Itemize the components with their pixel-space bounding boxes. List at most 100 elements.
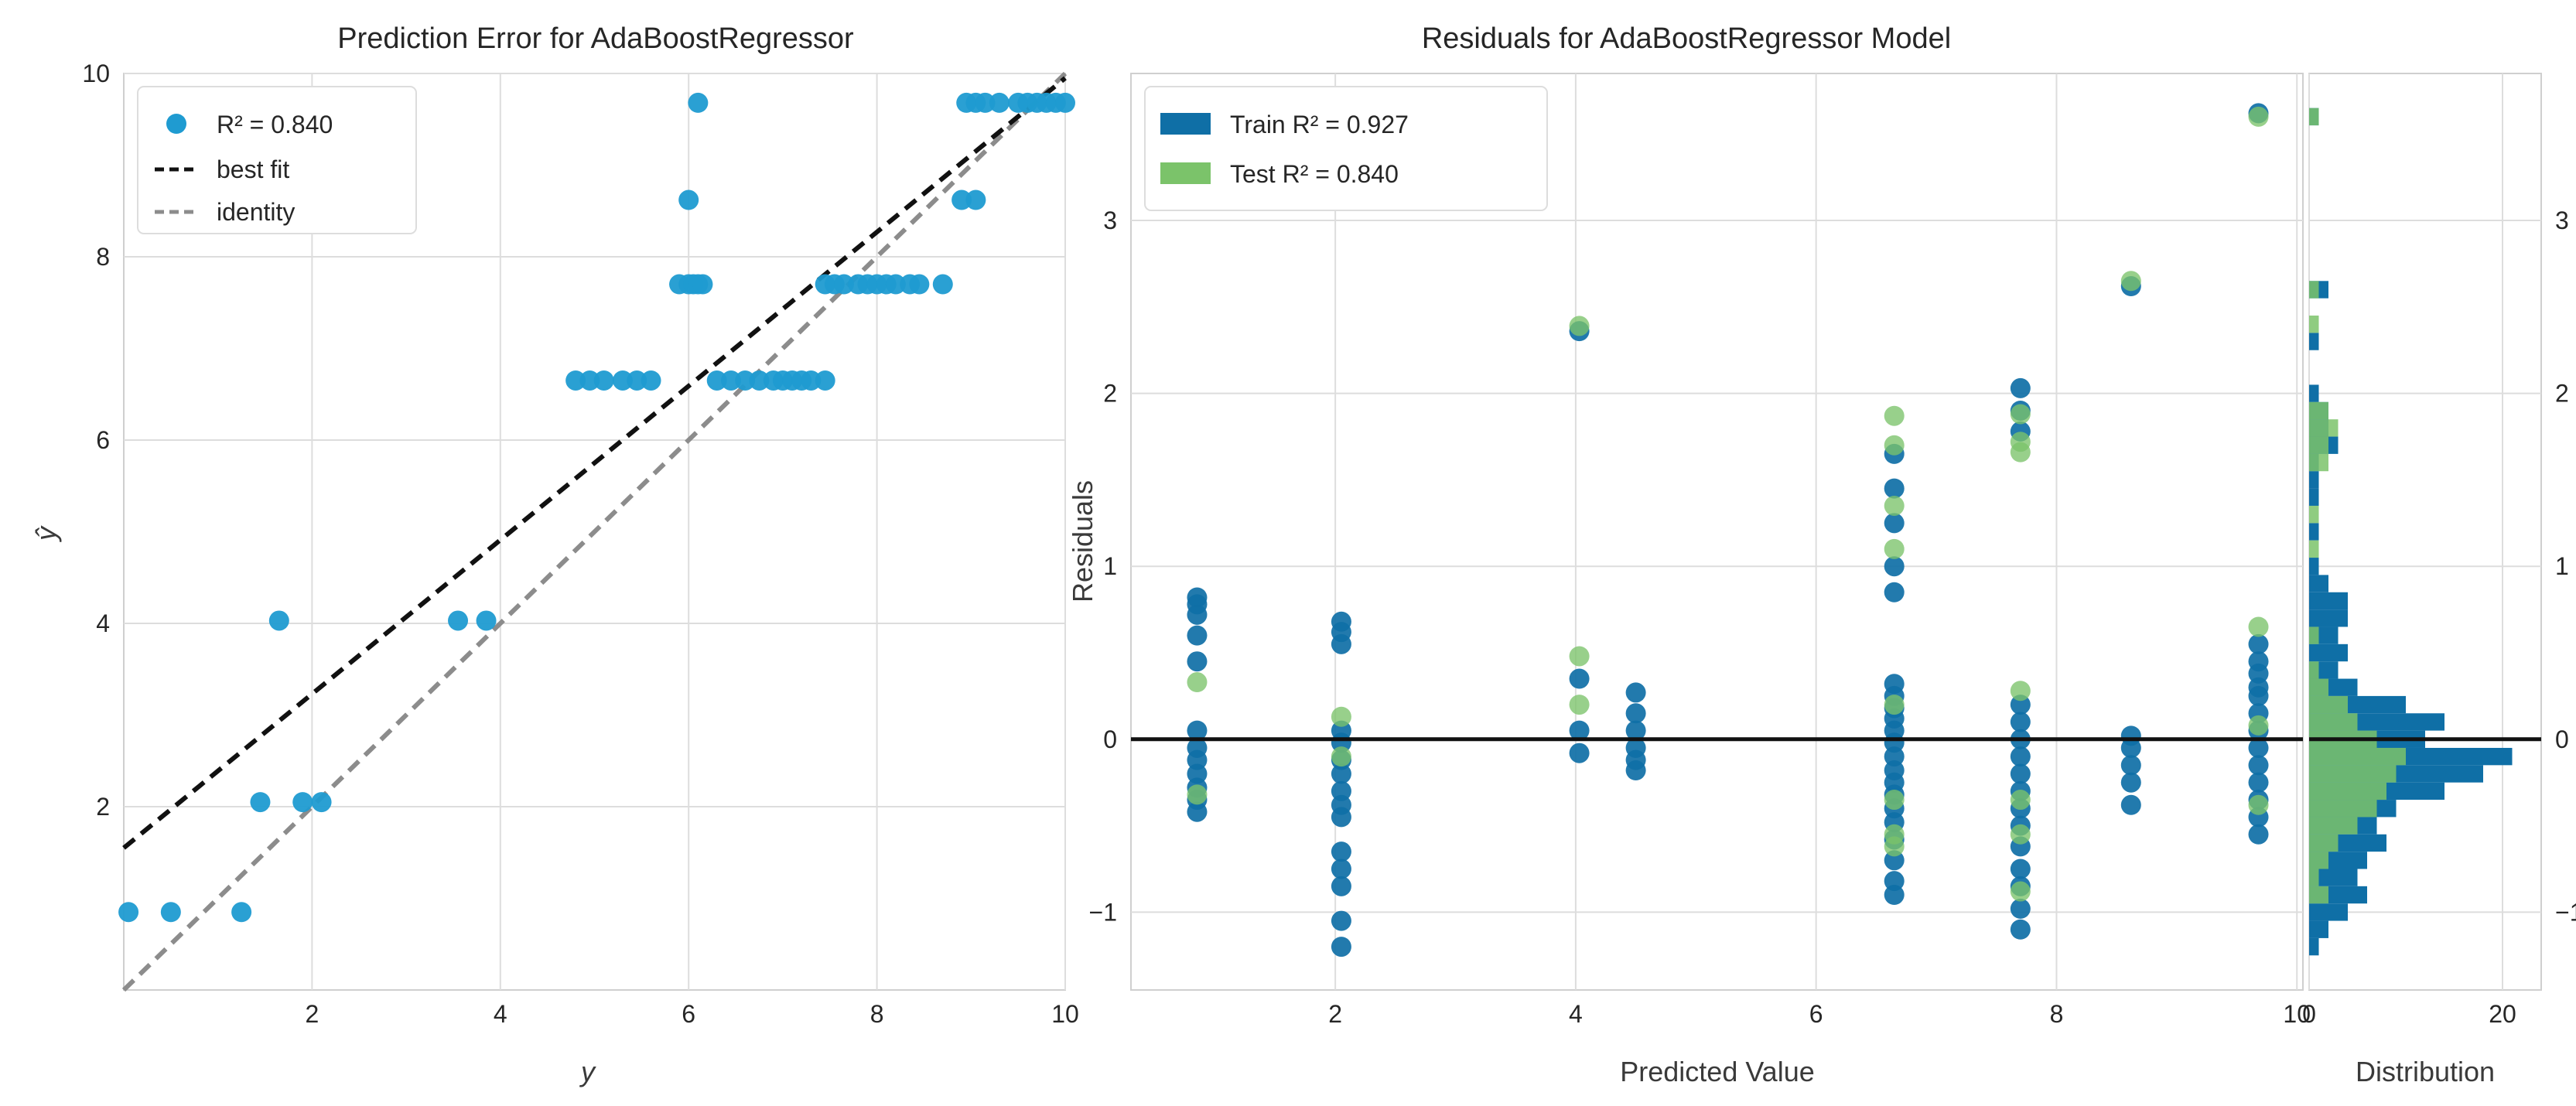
prediction-point	[951, 189, 972, 210]
prediction-point	[613, 370, 634, 391]
prediction-point	[579, 370, 600, 391]
test-histogram-bar	[2309, 540, 2319, 558]
prediction-point	[292, 792, 313, 813]
prediction-point	[688, 92, 709, 113]
test-residual-point	[1884, 435, 1905, 456]
train-residual-point	[1569, 742, 1590, 763]
prediction-points	[118, 92, 1075, 923]
prediction-error-title: Prediction Error for AdaBoostRegressor	[337, 22, 854, 55]
train-residual-point	[2248, 755, 2269, 776]
train-residual-point	[1884, 513, 1905, 534]
prediction-point	[975, 92, 996, 113]
prediction-point	[720, 370, 741, 391]
test-histogram-bar	[2309, 817, 2358, 835]
train-residual-point	[2248, 633, 2269, 654]
prediction-x-tick-label: 10	[1051, 1000, 1079, 1028]
residuals-x-axis-label: Predicted Value	[1620, 1056, 1815, 1087]
distribution-x-tick-label: 20	[2489, 1000, 2516, 1028]
test-residual-point	[1569, 695, 1590, 715]
train-histogram-bar	[2309, 937, 2319, 956]
residuals-y-tick-label: 3	[1103, 207, 1117, 234]
test-residual-point	[1331, 746, 1351, 767]
train-residual-point	[2010, 712, 2031, 732]
test-histogram-bar	[2309, 852, 2328, 869]
test-residual-point	[1884, 695, 1905, 715]
train-histogram-bar	[2309, 643, 2348, 662]
train-residual-point	[2120, 794, 2141, 815]
prediction-point	[565, 370, 586, 391]
residuals-y-axis-label: Residuals	[1067, 480, 1098, 602]
prediction-point	[801, 370, 822, 391]
test-residual-point	[1884, 405, 1905, 426]
distribution-y-ticks: −1 0 1 2 3	[2555, 207, 2576, 926]
residuals-x-tick-label: 2	[1328, 1000, 1342, 1028]
prediction-x-tick-label: 8	[870, 1000, 884, 1028]
residuals-x-tick-label: 6	[1809, 1000, 1823, 1028]
train-residual-point	[1187, 720, 1208, 741]
test-histogram-bar	[2309, 713, 2358, 731]
prediction-point	[678, 189, 699, 210]
prediction-point	[692, 274, 713, 295]
prediction-y-axis-label: ŷ	[30, 525, 62, 543]
test-residual-point	[1884, 790, 1905, 811]
test-residual-point	[2010, 681, 2031, 701]
prediction-point	[706, 370, 727, 391]
train-residual-point	[2248, 824, 2269, 845]
test-residual-point	[1331, 706, 1351, 727]
train-residual-point	[1331, 859, 1351, 879]
train-residual-point	[2010, 746, 2031, 767]
prediction-point	[231, 902, 252, 923]
test-histogram-bar	[2309, 281, 2319, 299]
test-residual-point	[2248, 616, 2269, 637]
train-residual-point	[1187, 625, 1208, 646]
test-residual-point	[1884, 836, 1905, 857]
prediction-point	[627, 370, 647, 391]
train-residual-point	[1884, 885, 1905, 906]
prediction-point	[885, 274, 906, 295]
train-residual-point	[2010, 919, 2031, 940]
train-residual-point	[1187, 749, 1208, 770]
distribution-y-tick-label: 2	[2555, 380, 2569, 408]
test-histogram-bar	[2309, 800, 2377, 818]
residuals-title: Residuals for AdaBoostRegressor Model	[1422, 22, 1951, 55]
prediction-point	[311, 792, 332, 813]
prediction-point	[160, 902, 181, 923]
residuals-points	[1187, 103, 2269, 958]
test-histogram-bar	[2309, 453, 2328, 472]
train-residual-point	[2010, 898, 2031, 919]
distribution-y-tick-label: −1	[2555, 898, 2576, 926]
train-residual-point	[2010, 859, 2031, 879]
legend-label-identity: identity	[217, 198, 295, 226]
distribution-x-ticks: 0 20	[2302, 1000, 2516, 1028]
test-histogram-bar	[2309, 695, 2348, 714]
test-residual-point	[2248, 106, 2269, 127]
train-residual-point	[1625, 720, 1646, 741]
prediction-y-tick-label: 4	[96, 609, 110, 637]
prediction-point	[989, 92, 1010, 113]
distribution-y-tick-label: 1	[2555, 552, 2569, 580]
residuals-legend-box	[1144, 86, 1548, 211]
distribution-y-tick-label: 3	[2555, 207, 2569, 234]
train-histogram-bar	[2309, 920, 2328, 938]
prediction-point	[749, 370, 770, 391]
train-residual-point	[2248, 737, 2269, 758]
residuals-y-ticks: −1 0 1 2 3	[1089, 207, 1117, 926]
test-residual-point	[2010, 824, 2031, 845]
legend-patch-test	[1160, 162, 1211, 184]
test-histogram-bar	[2309, 782, 2386, 800]
train-residual-point	[1331, 780, 1351, 801]
residuals-y-tick-label: 2	[1103, 380, 1117, 408]
test-histogram-bar	[2309, 419, 2339, 437]
residuals-x-tick-label: 4	[1569, 1000, 1583, 1028]
prediction-legend: R² = 0.840 best fit identity	[137, 86, 417, 234]
prediction-x-tick-label: 4	[494, 1000, 507, 1028]
prediction-point	[641, 370, 661, 391]
train-histogram-bar	[2309, 592, 2348, 610]
residuals-x-ticks: 2 4 6 8 10	[1328, 1000, 2311, 1028]
prediction-point	[593, 370, 614, 391]
legend-label-r2: R² = 0.840	[217, 111, 333, 138]
train-residual-point	[1625, 703, 1646, 724]
prediction-legend-box	[137, 86, 417, 234]
distribution-x-tick-label: 0	[2302, 1000, 2316, 1028]
